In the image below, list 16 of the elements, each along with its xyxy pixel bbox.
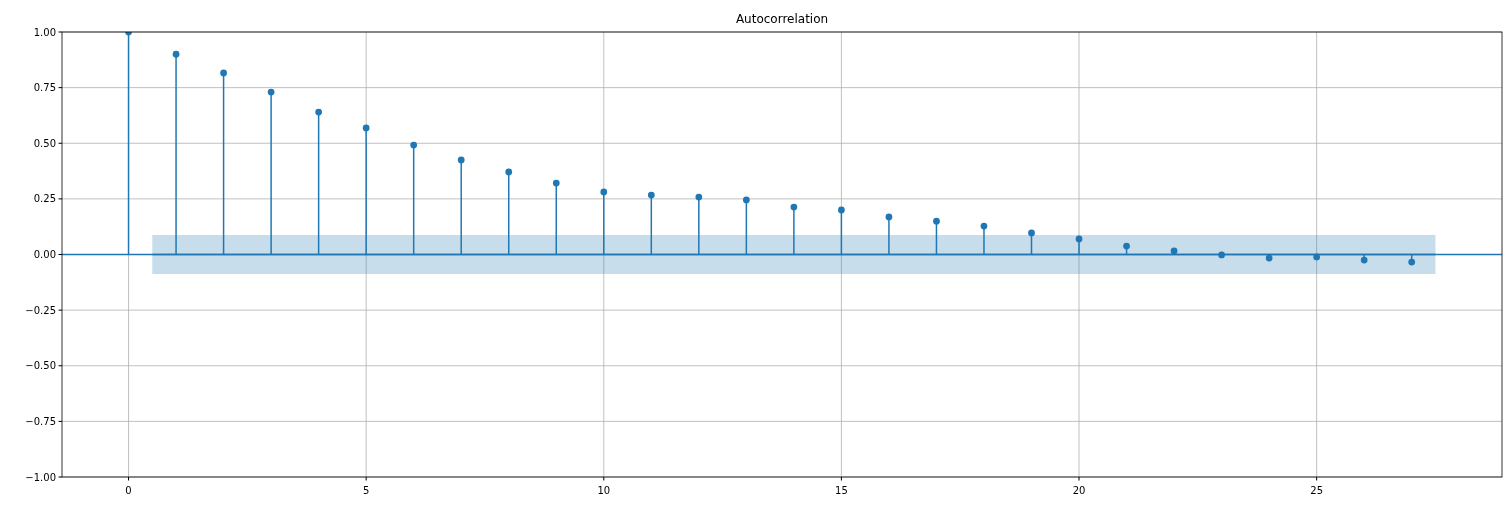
x-tick-label: 10 — [597, 485, 611, 496]
x-tick-label: 0 — [125, 485, 132, 496]
x-tick-label: 25 — [1310, 485, 1324, 496]
chart-title: Autocorrelation — [735, 12, 829, 26]
y-tick-label: 0.75 — [33, 82, 56, 94]
y-tick-label: −0.50 — [25, 360, 56, 372]
y-tick-label: 1.00 — [33, 26, 56, 38]
x-tick-label: 15 — [835, 485, 848, 496]
y-tick-label: −0.25 — [25, 304, 56, 316]
y-tick-label: −0.75 — [25, 415, 56, 427]
x-tick-label: 5 — [362, 485, 370, 496]
y-tick-label: −1.00 — [25, 471, 56, 483]
x-tick-label: 20 — [1072, 485, 1086, 496]
y-tick-label: 0.25 — [33, 193, 56, 205]
y-tick-label: 0.50 — [33, 137, 56, 149]
y-tick-label: 0.00 — [33, 249, 56, 260]
